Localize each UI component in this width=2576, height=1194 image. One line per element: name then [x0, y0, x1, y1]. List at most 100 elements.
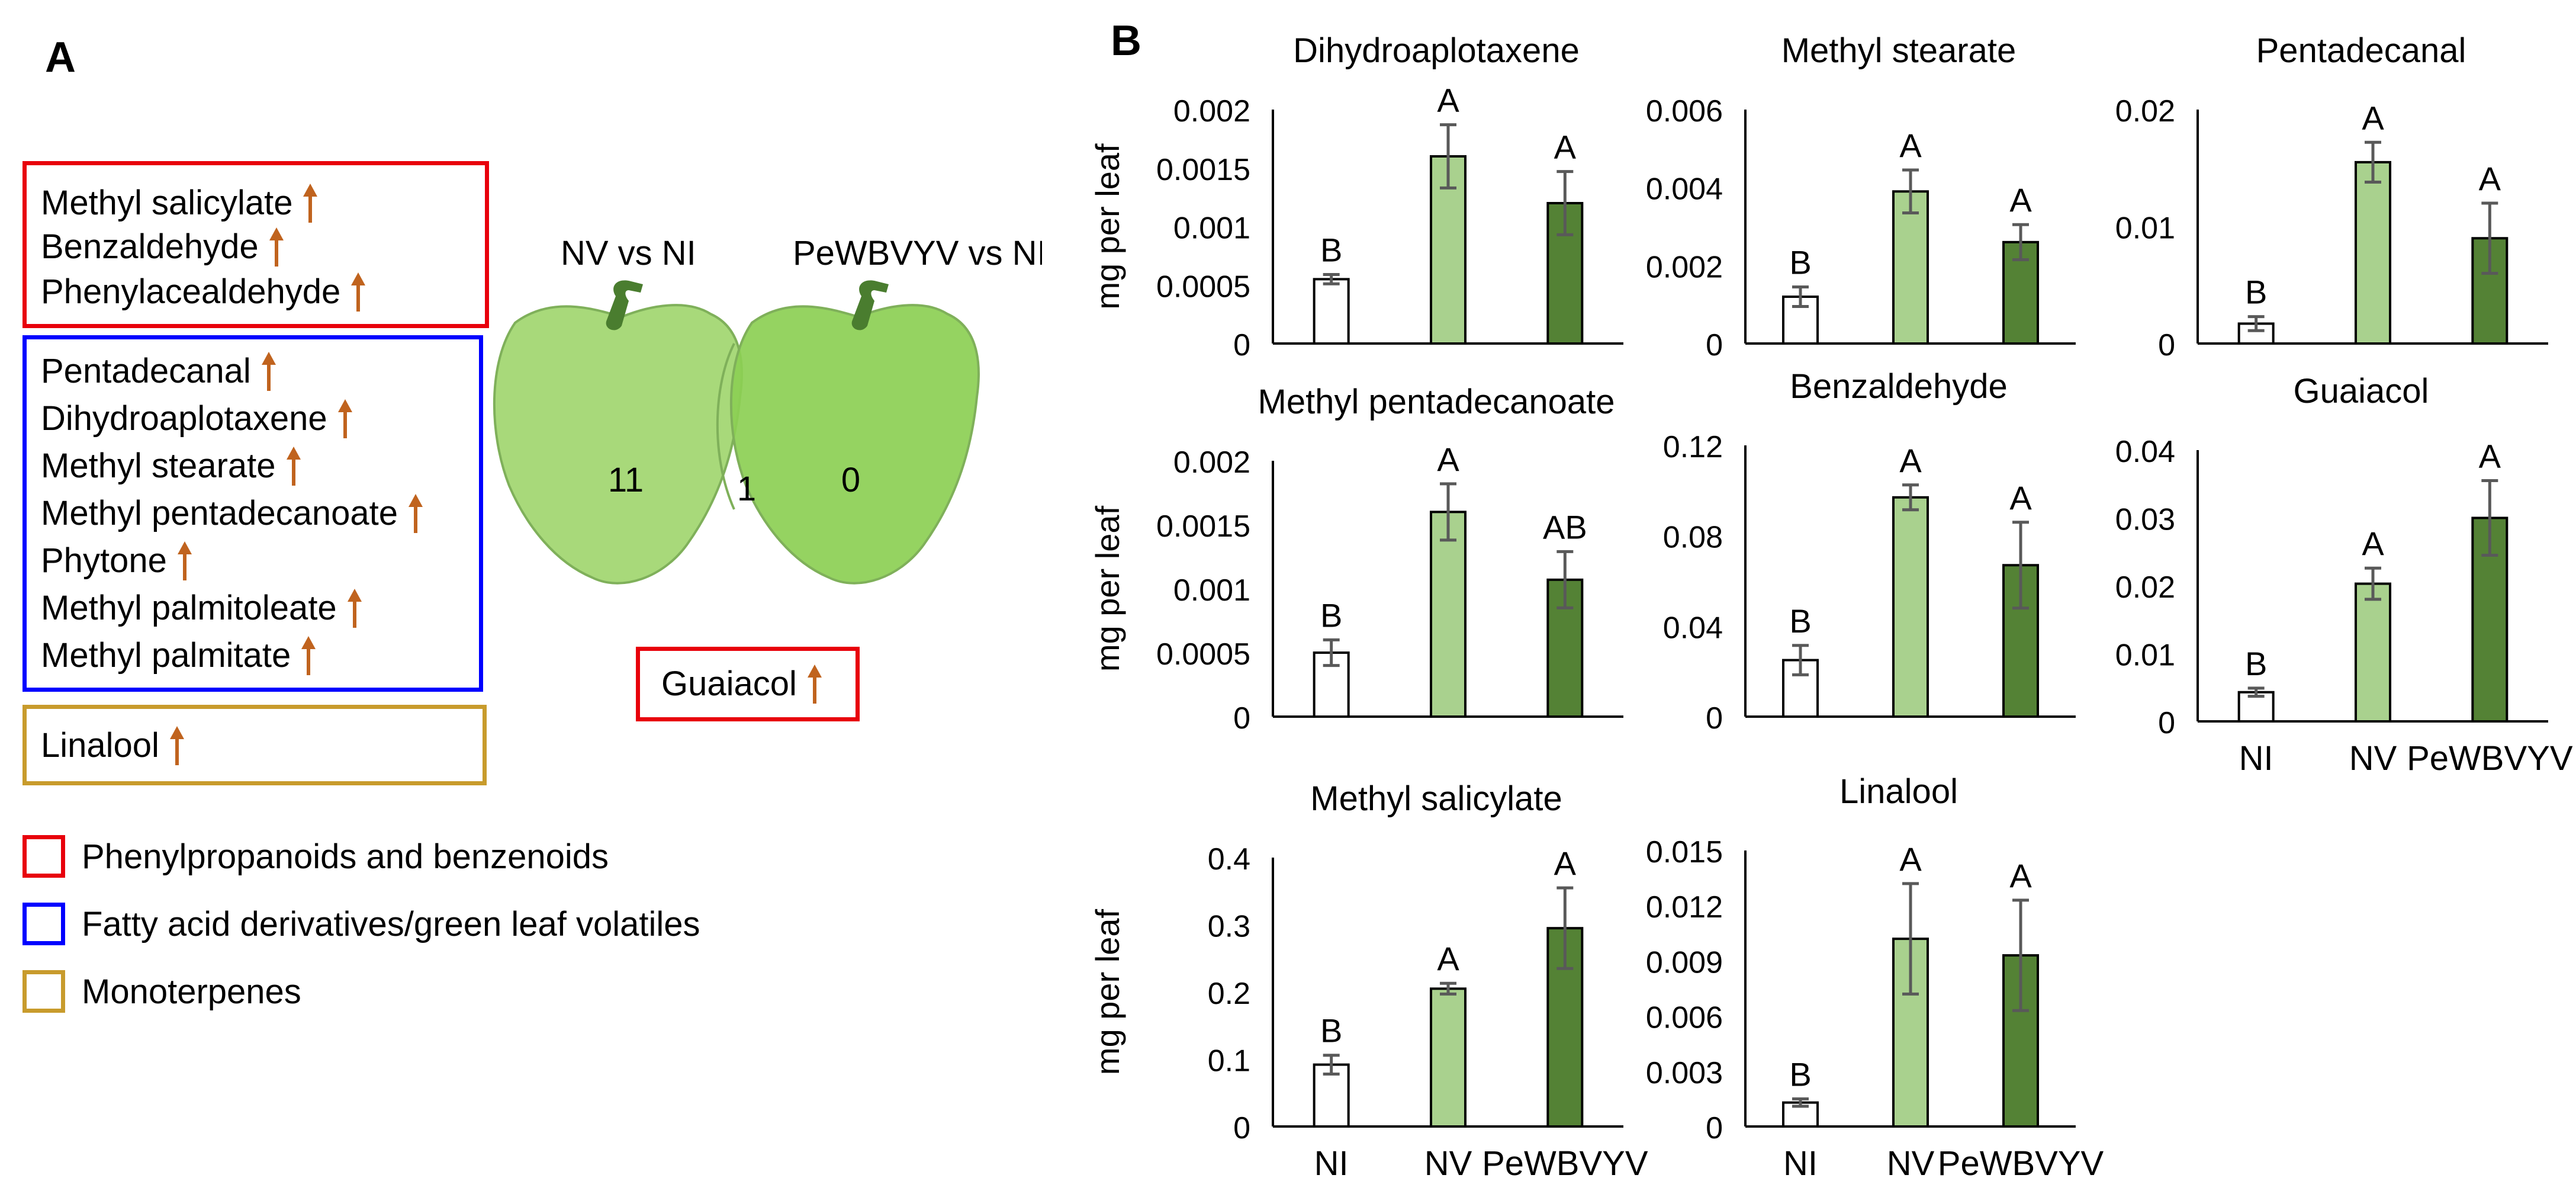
significance-letter: A [2009, 181, 2032, 219]
y-tick-label: 0.0015 [1156, 153, 1250, 187]
y-tick-label: 0.004 [1646, 172, 1723, 207]
significance-letter: B [1320, 231, 1342, 268]
up-arrow-icon [261, 352, 276, 391]
chart-title: Guaiacol [2294, 372, 2429, 410]
y-tick-label: 0.002 [1173, 445, 1250, 480]
up-arrow-icon [337, 399, 352, 438]
y-tick-label: 0.009 [1646, 945, 1723, 980]
significance-letter: B [2245, 274, 2267, 311]
up-arrow-icon [303, 184, 318, 223]
chart-methyl-pentadecanoate: Methyl pentadecanoate 0 0.0005 0.001 0.0015 0… [1089, 383, 1623, 736]
y-tick-label: 0.3 [1208, 910, 1250, 944]
y-tick-label: 0 [1706, 328, 1723, 362]
y-tick-label: 0.001 [1173, 573, 1250, 608]
stem-right-icon [851, 280, 889, 330]
fatty-acid-box: Pentadecanal Dihydroaplotaxene Methyl st… [22, 335, 483, 692]
significance-letter: A [2009, 857, 2032, 894]
x-tick-label: NV [1887, 1144, 1935, 1183]
compound-linalool: Linalool [41, 726, 184, 766]
significance-letter: A [1899, 442, 1922, 479]
up-arrow-icon [169, 726, 184, 765]
x-tick-label: NI [2239, 739, 2273, 778]
legend-swatch [22, 970, 65, 1013]
compound-methyl-pentadecanoate: Methyl pentadecanoate [41, 493, 423, 534]
compound-methyl-palmitoleate: Methyl palmitoleate [41, 588, 362, 628]
significance-letter: A [2479, 160, 2501, 197]
chart-pentadecanal: Pentadecanal 0 0.01 0.02 B A A [2115, 31, 2548, 362]
panel-b-label: B [1111, 17, 1141, 65]
venn-overlap-count: 1 [737, 470, 756, 508]
phenylpropanoid-box: Methyl salicylate Benzaldehyde Phenylace… [22, 161, 489, 328]
significance-letter: A [1899, 127, 1922, 164]
compound-guaiacol: Guaiacol [661, 664, 822, 704]
compound-methyl-salicylate: Methyl salicylate [41, 183, 318, 223]
legend-swatch [22, 903, 65, 945]
significance-letter: B [1789, 1055, 1811, 1093]
y-tick-label: 0.08 [1663, 521, 1723, 555]
compound-methyl-palmitate: Methyl palmitate [41, 635, 316, 676]
venn-right-title: PeWBVYV vs NI [793, 234, 1042, 272]
chart-title: Dihydroaplotaxene [1293, 31, 1580, 70]
significance-letter: A [2362, 525, 2384, 562]
y-tick-label: 0.002 [1646, 250, 1723, 284]
y-tick-label: 0 [1706, 1111, 1723, 1145]
significance-letter: B [1320, 596, 1342, 634]
legend-item-monoterpenes: Monoterpenes [22, 970, 301, 1013]
y-tick-label: 0 [1233, 328, 1250, 362]
legend-item-phenylpropanoids: Phenylpropanoids and benzenoids [22, 835, 609, 878]
y-tick-label: 0.001 [1173, 211, 1250, 246]
significance-letter: A [2009, 479, 2032, 516]
y-tick-label: 0.0015 [1156, 509, 1250, 544]
pepper-left [493, 304, 743, 585]
chart-methyl-stearate: Methyl stearate 0 0.002 0.004 0.006 B A A [1646, 31, 2076, 362]
y-tick-label: 0.01 [2115, 638, 2175, 673]
y-tick-label: 0.2 [1208, 977, 1250, 1011]
up-arrow-icon [177, 541, 192, 580]
significance-letter: B [1789, 602, 1811, 640]
x-tick-label: NI [1783, 1144, 1818, 1183]
y-tick-label: 0 [1706, 701, 1723, 736]
y-tick-label: 0.03 [2115, 503, 2175, 537]
x-tick-label: NV [2349, 739, 2397, 778]
y-tick-label: 0.04 [1663, 611, 1723, 645]
chart-linalool: Linalool 0 0.003 0.006 0.009 0.012 0.015 B NI A NV… [1646, 772, 2104, 1183]
y-tick-label: 0.02 [2115, 94, 2175, 129]
chart-title: Methyl pentadecanoate [1258, 383, 1615, 421]
up-arrow-icon [301, 636, 316, 675]
bar-nv [1892, 496, 1929, 718]
y-tick-label: 0.0005 [1156, 637, 1250, 672]
x-tick-label: PeWBVYV [2407, 739, 2573, 778]
chart-title: Methyl stearate [1781, 31, 2017, 70]
chart-title: Benzaldehyde [1790, 367, 2008, 406]
bar-nv [1430, 511, 1467, 718]
significance-letter: A [1554, 845, 1577, 882]
x-tick-label: NI [1314, 1144, 1349, 1183]
y-tick-label: 0.006 [1646, 94, 1723, 129]
y-tick-label: 0 [1233, 1111, 1250, 1145]
compound-pentadecanal: Pentadecanal [41, 351, 276, 391]
chart-methyl-salicylate: Methyl salicylate 0 0.1 0.2 0.3 0.4 mg per lea… [1089, 779, 1648, 1183]
venn-diagram: NV vs NI PeWBVYV vs NI 11 1 0 [493, 234, 1042, 585]
significance-letter: A [2479, 438, 2501, 475]
monoterpene-box: Linalool [22, 705, 487, 785]
chart-title: Methyl salicylate [1310, 779, 1562, 818]
y-tick-label: 0.002 [1173, 94, 1250, 129]
legend-swatch [22, 835, 65, 878]
significance-letter: A [1554, 129, 1577, 166]
significance-letter: A [2362, 99, 2384, 136]
up-arrow-icon [807, 665, 822, 704]
up-arrow-icon [351, 272, 366, 312]
y-axis-label: mg per leaf [1089, 505, 1126, 672]
y-tick-label: 0.02 [2115, 570, 2175, 605]
chart-benzaldehyde: Benzaldehyde 0 0.04 0.08 0.12 B A A [1663, 367, 2076, 736]
up-arrow-icon [347, 589, 362, 628]
y-tick-label: 0.04 [2115, 435, 2175, 469]
y-axis-label: mg per leaf [1089, 143, 1126, 310]
compound-benzaldehyde: Benzaldehyde [41, 227, 284, 267]
significance-letter: A [1437, 940, 1459, 977]
chart-title: Pentadecanal [2256, 31, 2466, 70]
guaiacol-box: Guaiacol [636, 647, 860, 721]
up-arrow-icon [286, 447, 301, 486]
